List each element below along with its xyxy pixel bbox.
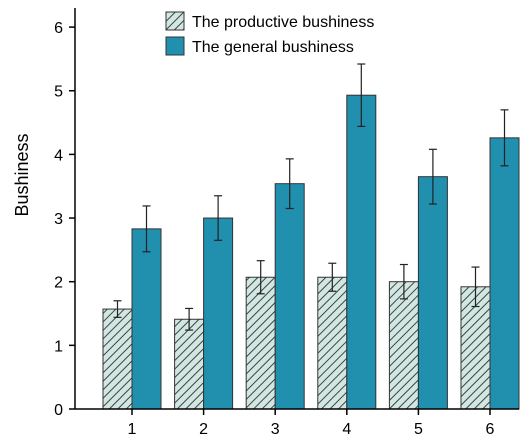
bar-productive — [388, 281, 419, 410]
plot-area — [102, 63, 520, 410]
x-tick-label: 4 — [342, 421, 351, 438]
bar-general — [417, 176, 448, 410]
y-axis-title: Bushiness — [12, 133, 32, 216]
bar-productive — [245, 276, 276, 410]
x-axis: 1 2 3 4 5 6 — [75, 408, 519, 438]
y-tick-label: 6 — [54, 20, 63, 37]
x-tick-label: 2 — [199, 421, 208, 438]
y-tick-label: 0 — [54, 402, 63, 419]
bar-productive — [102, 308, 133, 410]
x-tick-label: 6 — [486, 421, 495, 438]
bar-productive — [174, 318, 205, 410]
x-tick-label: 3 — [271, 421, 280, 438]
legend-label-general: The general bushiness — [192, 39, 354, 56]
y-tick-label: 4 — [54, 147, 63, 164]
bar-productive — [317, 276, 348, 410]
y-axis: 0 1 2 3 4 5 6 — [54, 8, 76, 419]
bar-general — [346, 94, 377, 410]
legend-swatch-productive — [165, 11, 185, 31]
y-tick-label: 1 — [54, 338, 63, 355]
x-tick-label: 1 — [128, 421, 137, 438]
y-tick-label: 2 — [54, 275, 63, 292]
bar-general — [274, 183, 305, 410]
bar-general — [203, 217, 234, 410]
legend-swatch-general — [165, 36, 185, 56]
legend-label-productive: The productive bushiness — [192, 14, 374, 31]
legend: The productive bushiness The general bus… — [165, 11, 374, 56]
bar-general — [131, 228, 162, 410]
y-tick-label: 5 — [54, 84, 63, 101]
bar-general — [489, 137, 520, 410]
y-tick-label: 3 — [54, 211, 63, 228]
x-tick-label: 5 — [414, 421, 423, 438]
